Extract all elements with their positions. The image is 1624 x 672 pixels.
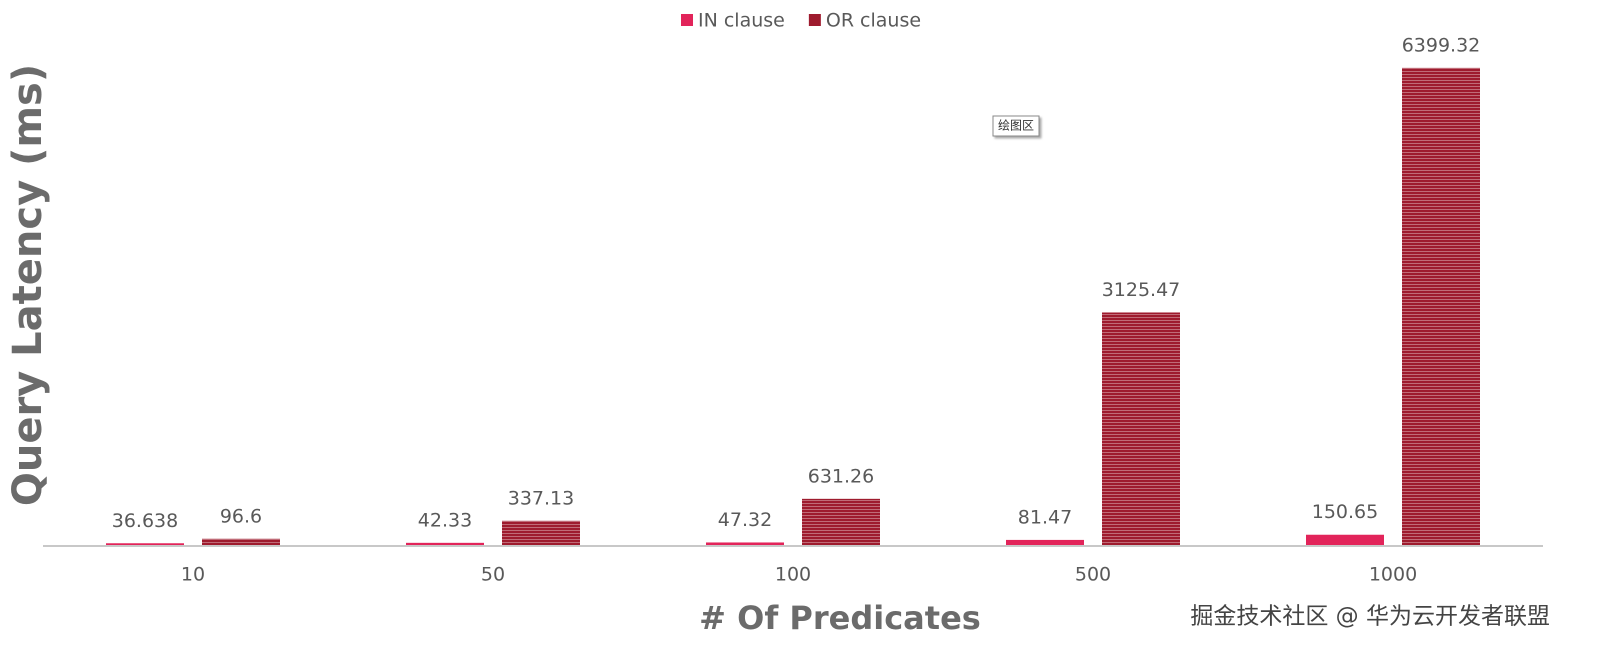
value-label: 96.6	[220, 505, 262, 527]
bar	[106, 543, 184, 546]
bar	[406, 542, 484, 546]
legend-label: IN clause	[698, 10, 785, 32]
value-label: 36.638	[112, 510, 178, 532]
tooltip-box	[992, 115, 1040, 137]
x-tick-label: 10	[181, 564, 205, 586]
legend-label: OR clause	[826, 10, 921, 32]
x-tick-label: 500	[1075, 564, 1111, 586]
legend-swatch	[681, 14, 693, 26]
bar	[706, 542, 784, 546]
value-label: 631.26	[808, 465, 874, 487]
bar	[202, 538, 280, 546]
value-label: 42.33	[418, 509, 472, 531]
value-label: 3125.47	[1102, 279, 1181, 301]
x-tick-label: 100	[775, 564, 811, 586]
value-label: 47.32	[718, 509, 772, 531]
bar	[1006, 539, 1084, 546]
x-axis-title: # Of Predicates	[699, 599, 981, 637]
bar	[502, 520, 580, 546]
bar	[1402, 67, 1480, 546]
value-label: 150.65	[1312, 501, 1378, 523]
bar	[1306, 534, 1384, 546]
value-label: 81.47	[1018, 506, 1072, 528]
y-axis-title: Query Latency (ms)	[5, 64, 51, 506]
legend-swatch	[808, 14, 821, 26]
value-label: 337.13	[508, 487, 574, 509]
bar	[802, 498, 880, 546]
tooltip: 绘图区	[998, 118, 1034, 133]
value-label: 6399.32	[1402, 34, 1481, 56]
watermark: 掘金技术社区 @ 华为云开发者联盟	[1190, 604, 1550, 630]
x-tick-label: 1000	[1369, 564, 1417, 586]
x-tick-label: 50	[481, 564, 505, 586]
bar	[1102, 312, 1180, 546]
